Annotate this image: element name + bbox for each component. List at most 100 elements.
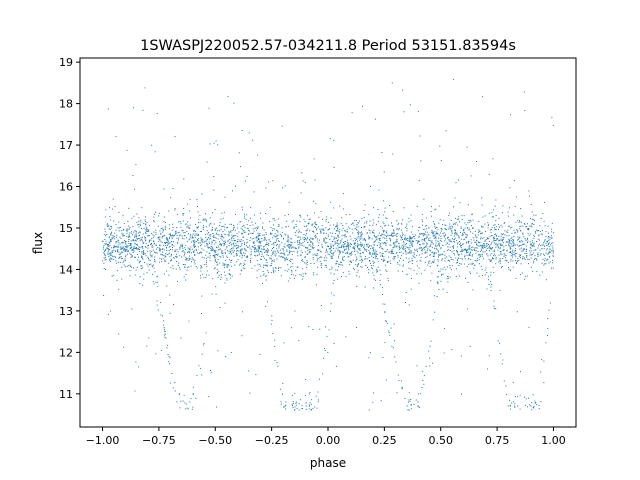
data-point <box>514 403 516 405</box>
data-point <box>152 249 154 251</box>
data-point <box>171 241 173 243</box>
data-point <box>392 210 394 212</box>
data-point <box>294 406 296 408</box>
data-point <box>306 264 308 266</box>
data-point <box>378 237 380 239</box>
data-point <box>450 234 452 236</box>
data-point <box>124 259 126 261</box>
data-point <box>357 232 359 234</box>
data-point <box>118 288 120 290</box>
data-point <box>309 251 310 253</box>
y-tick-label: 19 <box>59 56 73 69</box>
data-point <box>548 242 550 244</box>
data-point <box>334 233 336 234</box>
data-point <box>291 254 293 255</box>
data-point <box>156 248 157 250</box>
data-point <box>240 269 242 271</box>
data-point <box>115 224 117 226</box>
data-point <box>189 227 191 229</box>
data-point <box>244 264 246 265</box>
data-point <box>206 244 208 246</box>
data-point <box>507 231 509 233</box>
data-point <box>463 249 465 250</box>
data-point <box>533 406 535 408</box>
data-point <box>273 242 275 243</box>
data-point <box>540 218 542 219</box>
data-point <box>158 238 160 240</box>
data-point <box>109 254 111 255</box>
data-point <box>499 258 501 260</box>
data-point <box>439 219 441 221</box>
data-point <box>384 259 386 261</box>
data-point <box>461 253 463 255</box>
data-point <box>353 224 355 226</box>
data-point <box>361 251 363 253</box>
data-point <box>480 236 482 238</box>
data-point <box>527 229 529 231</box>
data-point <box>125 256 127 258</box>
data-point <box>221 251 223 253</box>
data-point <box>182 400 184 402</box>
data-point <box>420 233 422 235</box>
data-point <box>452 238 453 240</box>
data-point <box>339 263 341 265</box>
data-point <box>492 258 494 260</box>
data-point <box>458 237 460 239</box>
data-point <box>384 264 386 266</box>
data-point <box>532 406 534 408</box>
data-point <box>177 251 179 253</box>
data-point <box>323 232 325 234</box>
data-point <box>147 230 149 232</box>
data-point <box>405 239 407 241</box>
data-point <box>498 235 500 237</box>
data-point <box>183 213 185 214</box>
data-point <box>349 264 351 266</box>
data-point <box>458 264 460 266</box>
data-point <box>161 258 162 260</box>
data-point <box>283 245 285 247</box>
data-point <box>162 228 164 230</box>
data-point <box>403 239 405 241</box>
data-point <box>448 259 450 261</box>
data-point <box>219 249 221 251</box>
data-point <box>324 264 326 266</box>
data-point <box>434 209 436 211</box>
data-point <box>530 233 532 235</box>
data-point <box>236 253 238 254</box>
data-point <box>499 262 501 264</box>
data-point <box>199 267 201 269</box>
data-point <box>248 132 250 134</box>
data-point <box>338 237 340 239</box>
data-point <box>449 226 451 228</box>
data-point <box>500 243 501 245</box>
data-point <box>420 160 422 162</box>
data-point <box>421 224 423 226</box>
data-point <box>438 205 440 207</box>
data-point <box>521 272 523 274</box>
data-point <box>186 269 188 271</box>
data-point <box>542 213 544 215</box>
data-point <box>416 205 418 207</box>
data-point <box>530 250 532 252</box>
data-point <box>310 399 312 401</box>
data-point <box>426 243 428 245</box>
data-point <box>376 268 378 270</box>
data-point <box>267 243 269 245</box>
data-point <box>505 254 507 256</box>
data-point <box>396 241 398 242</box>
data-point <box>408 239 410 241</box>
data-point <box>105 235 107 237</box>
data-point <box>194 230 196 232</box>
data-point <box>149 240 150 242</box>
data-point <box>213 268 215 270</box>
data-point <box>413 236 415 238</box>
data-point <box>193 243 195 245</box>
data-point <box>509 246 511 248</box>
data-point <box>321 244 323 246</box>
data-point <box>347 256 349 258</box>
data-point <box>157 247 159 249</box>
data-point <box>385 320 387 322</box>
data-point <box>442 232 444 234</box>
data-point <box>128 244 130 246</box>
data-point <box>297 236 299 238</box>
